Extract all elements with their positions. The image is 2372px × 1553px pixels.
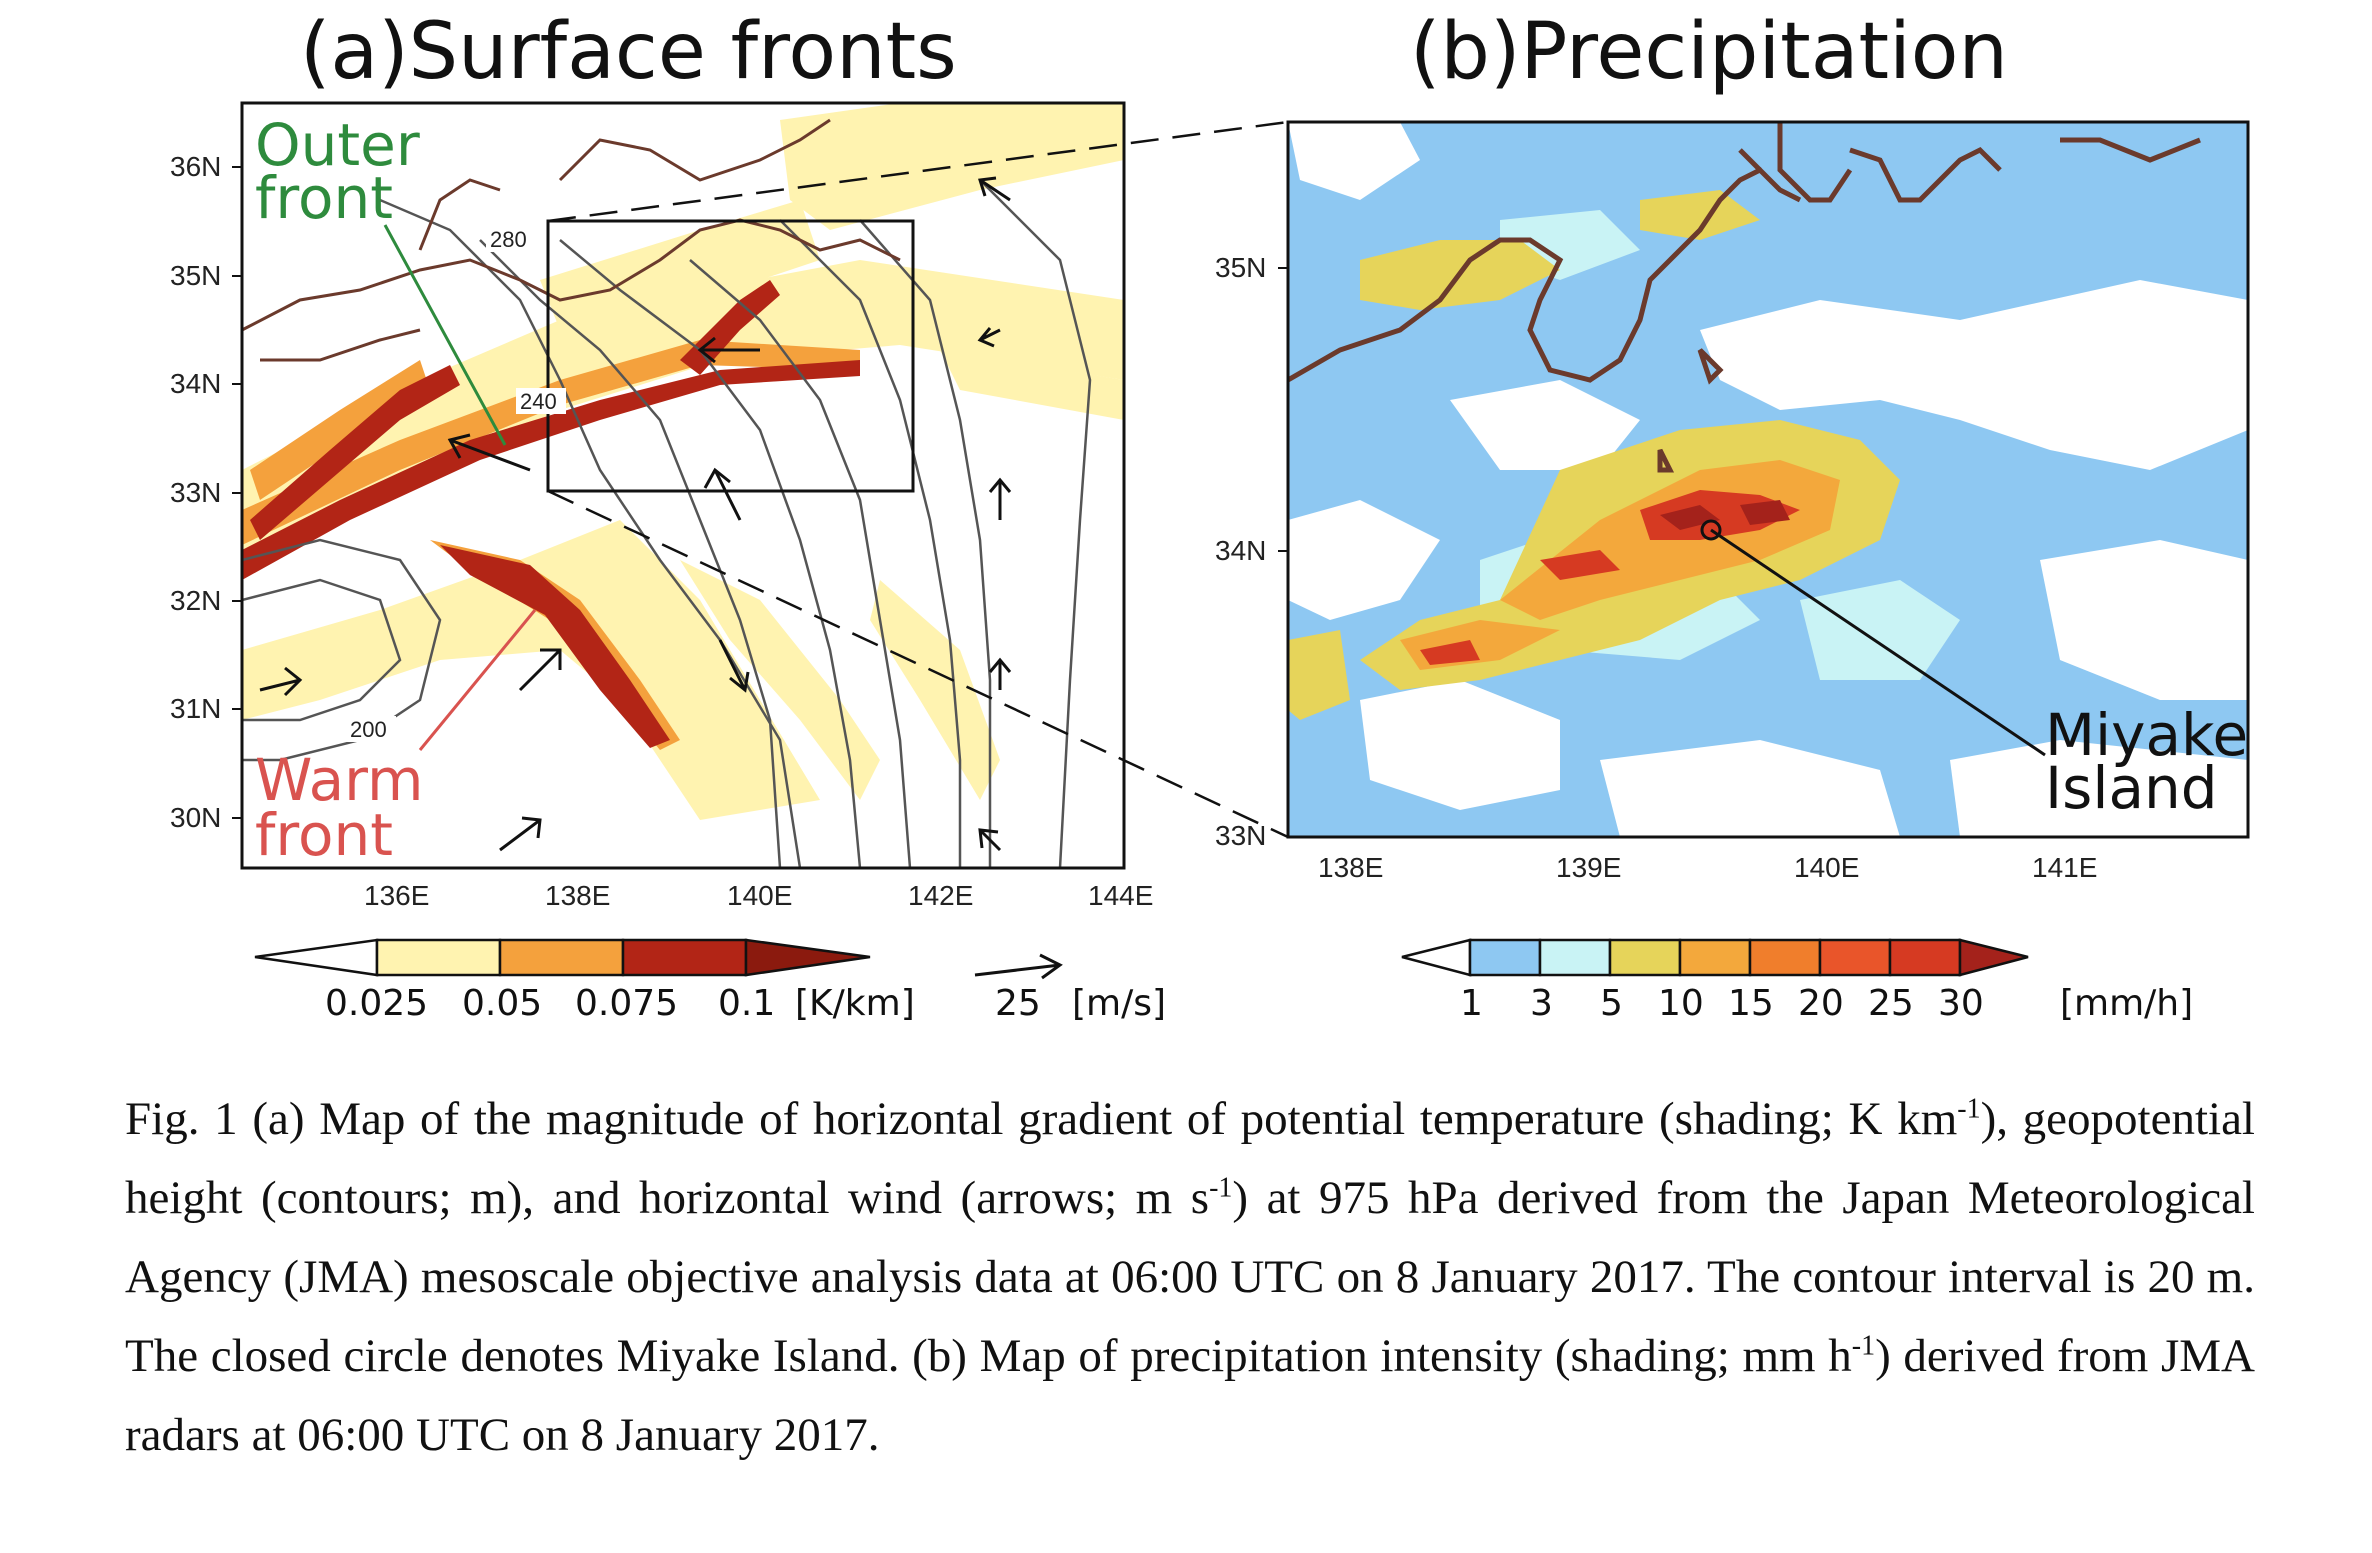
colorbar-label: 1 (1460, 983, 1483, 1024)
miyake-label-line2: Island (2045, 754, 2218, 822)
outer-front-pointer (383, 224, 507, 446)
geopotential-contours (242, 179, 1092, 868)
lat-tick: 35N (1215, 252, 1266, 283)
panel-b-map (1288, 122, 2248, 837)
figure-caption: Fig. 1 (a) Map of the magnitude of horiz… (125, 1080, 2255, 1475)
caption-sup: -1 (1851, 1330, 1876, 1362)
panel-b-colorbar-labels: 1 3 5 10 15 20 25 30 [mm/h] (1460, 983, 2193, 1024)
lon-tick: 140E (727, 880, 792, 911)
reference-vector-unit: [m/s] (1072, 983, 1166, 1024)
warm-front-pointer (418, 609, 537, 751)
lon-tick: 142E (908, 880, 973, 911)
svg-text:240: 240 (520, 389, 557, 414)
panel-b: (b)Precipitation (1215, 7, 2250, 1024)
lat-tick: 34N (170, 368, 221, 399)
svg-text:280: 280 (490, 227, 527, 252)
panel-a-title: (a)Surface fronts (300, 7, 957, 97)
colorbar-label: 0.1 (718, 983, 775, 1024)
lat-tick: 36N (170, 151, 221, 182)
lat-tick: 35N (170, 260, 221, 291)
contour-label-280: 280 (486, 226, 536, 252)
lon-tick: 136E (364, 880, 429, 911)
lat-tick: 33N (1215, 820, 1266, 851)
colorbar-unit: [mm/h] (2060, 983, 2193, 1024)
panel-b-colorbar (1401, 938, 2029, 977)
panel-b-lat-ticks: 35N 34N 33N (1215, 252, 1288, 851)
colorbar-label: 10 (1658, 983, 1704, 1024)
miyake-island-marker (1700, 519, 1722, 541)
precip-none (1288, 122, 2248, 837)
colorbar-label: 0.025 (325, 983, 428, 1024)
panel-a-colorbar-labels: 0.025 0.05 0.075 0.1 [K/km] (325, 983, 915, 1024)
colorbar-label: 0.05 (462, 983, 542, 1024)
miyake-pointer (1710, 528, 2046, 757)
panel-b-frame (1286, 120, 2250, 839)
panel-a-lat-ticks: 36N 35N 34N 33N 32N 31N 30N (170, 151, 242, 833)
colorbar-label: 30 (1938, 983, 1984, 1024)
caption-part: ) at 975 hPa derived from the Japan Mete… (125, 1172, 2255, 1382)
lat-tick: 31N (170, 693, 221, 724)
reference-vector: 25 [m/s] (974, 953, 1166, 1024)
caption-part: ), geopotential height (contours; m), an… (125, 1093, 2255, 1224)
panel-a: (a)Surface fronts (170, 7, 1289, 1024)
lat-tick: 33N (170, 477, 221, 508)
colorbar-label: 25 (1868, 983, 1914, 1024)
caption-part: ) derived from JMA radars at 06:00 UTC o… (125, 1330, 2255, 1461)
reference-vector-value: 25 (995, 983, 1041, 1024)
lon-tick: 139E (1556, 852, 1621, 883)
colorbar-label: 5 (1600, 983, 1623, 1024)
outer-front-label-line1: Outer (255, 111, 420, 179)
colorbar-label: 15 (1728, 983, 1774, 1024)
caption-sup: -1 (1957, 1093, 1981, 1125)
panel-b-lon-ticks: 138E 139E 140E 141E (1318, 852, 2097, 883)
warm-front-label-line1: Warm (255, 746, 424, 814)
figure: (a)Surface fronts (170, 7, 2250, 1024)
zoom-box (546, 219, 915, 493)
panel-b-title: (b)Precipitation (1410, 7, 2008, 97)
panel-a-frame (240, 101, 1126, 870)
contour-label-240: 240 (516, 388, 566, 414)
coastline-a (242, 118, 901, 362)
panel-a-lon-ticks: 136E 138E 140E 142E 144E (364, 880, 1153, 911)
caption-sup: -1 (1209, 1172, 1233, 1204)
lat-tick: 32N (170, 585, 221, 616)
lon-tick: 141E (2032, 852, 2097, 883)
coastline-b (1288, 122, 2201, 473)
svg-text:200: 200 (350, 717, 387, 742)
lon-tick: 138E (1318, 852, 1383, 883)
outer-front-label-line2: front (255, 164, 393, 232)
lon-tick: 138E (545, 880, 610, 911)
lon-tick: 144E (1088, 880, 1153, 911)
zoom-connector-bottom (547, 489, 1289, 839)
colorbar-label: 3 (1530, 983, 1553, 1024)
panel-a-colorbar (254, 938, 871, 977)
colorbar-unit: [K/km] (795, 983, 915, 1024)
lon-tick: 140E (1794, 852, 1859, 883)
warm-front-label-line2: front (255, 801, 393, 869)
wind-arrows (259, 176, 1012, 852)
colorbar-label: 0.075 (575, 983, 678, 1024)
caption-part: Fig. 1 (a) Map of the magnitude of horiz… (125, 1093, 1958, 1145)
colorbar-label: 20 (1798, 983, 1844, 1024)
lat-tick: 34N (1215, 535, 1266, 566)
miyake-label-line1: Miyake (2045, 701, 2248, 769)
contour-label-200: 200 (346, 716, 396, 742)
lat-tick: 30N (170, 802, 221, 833)
gradient-shading-low (242, 103, 1124, 820)
